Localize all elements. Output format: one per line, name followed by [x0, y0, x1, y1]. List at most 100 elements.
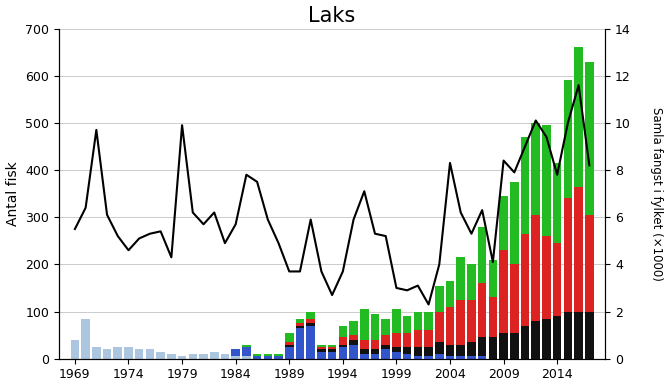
Bar: [274, 354, 283, 356]
Bar: [424, 347, 433, 356]
Bar: [157, 352, 165, 359]
Bar: [339, 326, 347, 337]
Bar: [146, 349, 155, 359]
Bar: [467, 342, 476, 356]
Bar: [435, 312, 444, 342]
Bar: [510, 264, 518, 333]
Bar: [553, 163, 561, 243]
Bar: [328, 349, 337, 352]
Bar: [456, 300, 465, 344]
Bar: [296, 324, 304, 326]
Bar: [467, 300, 476, 342]
Bar: [520, 326, 529, 359]
Bar: [360, 340, 369, 349]
Bar: [381, 335, 390, 344]
Bar: [542, 125, 551, 236]
Bar: [317, 344, 326, 347]
Bar: [488, 260, 497, 297]
Bar: [242, 356, 251, 359]
Bar: [520, 234, 529, 326]
Bar: [446, 356, 454, 359]
Bar: [328, 347, 337, 349]
Bar: [360, 354, 369, 359]
Bar: [413, 312, 422, 330]
Bar: [510, 333, 518, 359]
Bar: [285, 333, 294, 342]
Bar: [210, 352, 219, 359]
Y-axis label: Samla fangst i fylket (×1000): Samla fangst i fylket (×1000): [650, 107, 664, 281]
Bar: [253, 356, 262, 359]
Bar: [306, 312, 315, 319]
Bar: [306, 319, 315, 324]
Bar: [467, 356, 476, 359]
Bar: [403, 316, 411, 333]
Bar: [349, 344, 358, 359]
Bar: [413, 347, 422, 356]
Bar: [585, 62, 593, 215]
Bar: [392, 333, 401, 347]
Bar: [456, 356, 465, 359]
Bar: [242, 347, 251, 356]
Bar: [531, 321, 540, 359]
Bar: [446, 281, 454, 307]
Bar: [381, 319, 390, 335]
Bar: [553, 316, 561, 359]
Bar: [392, 309, 401, 333]
Bar: [349, 335, 358, 340]
Bar: [349, 321, 358, 335]
Bar: [403, 347, 411, 354]
Bar: [574, 47, 583, 187]
Bar: [103, 349, 111, 359]
Bar: [92, 347, 100, 359]
Bar: [360, 309, 369, 340]
Bar: [488, 297, 497, 337]
Bar: [403, 354, 411, 359]
Bar: [328, 352, 337, 359]
Bar: [371, 349, 379, 354]
Bar: [306, 326, 315, 359]
Bar: [264, 354, 272, 356]
Bar: [285, 342, 294, 344]
Bar: [413, 356, 422, 359]
Bar: [199, 354, 208, 359]
Bar: [189, 354, 197, 359]
Bar: [435, 354, 444, 359]
Bar: [231, 356, 240, 359]
Bar: [82, 319, 90, 359]
Bar: [231, 349, 240, 356]
Bar: [114, 347, 122, 359]
Bar: [531, 215, 540, 321]
Bar: [424, 356, 433, 359]
Bar: [435, 342, 444, 354]
Bar: [499, 250, 508, 333]
Bar: [349, 340, 358, 344]
Bar: [585, 312, 593, 359]
Bar: [167, 354, 176, 359]
Bar: [542, 236, 551, 319]
Bar: [542, 319, 551, 359]
Bar: [446, 344, 454, 356]
Bar: [413, 330, 422, 347]
Bar: [381, 349, 390, 359]
Bar: [371, 314, 379, 340]
Bar: [499, 333, 508, 359]
Bar: [478, 337, 486, 356]
Bar: [317, 352, 326, 359]
Bar: [306, 324, 315, 326]
Bar: [488, 337, 497, 359]
Bar: [296, 319, 304, 324]
Bar: [478, 227, 486, 283]
Bar: [317, 347, 326, 349]
Bar: [371, 354, 379, 359]
Bar: [274, 356, 283, 359]
Bar: [563, 312, 572, 359]
Bar: [424, 330, 433, 347]
Bar: [296, 328, 304, 359]
Bar: [446, 307, 454, 344]
Title: Laks: Laks: [308, 5, 356, 26]
Bar: [435, 286, 444, 312]
Bar: [499, 196, 508, 250]
Bar: [585, 215, 593, 312]
Bar: [456, 257, 465, 300]
Bar: [478, 356, 486, 359]
